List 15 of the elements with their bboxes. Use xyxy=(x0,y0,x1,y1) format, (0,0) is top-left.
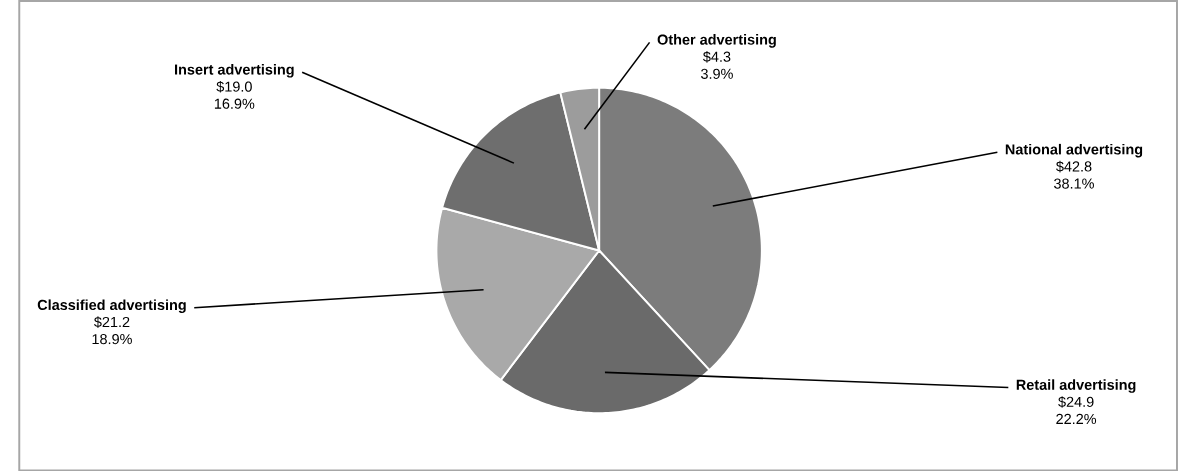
slice-label: Classified advertising xyxy=(37,299,186,313)
data-label: $4.3 xyxy=(703,50,731,63)
text: 18.9% xyxy=(92,333,132,345)
data-label: $21.2 xyxy=(94,316,130,328)
data-label: $42.8 xyxy=(1056,160,1092,173)
slice-label: Other advertising xyxy=(657,33,776,48)
text: 22.2% xyxy=(1056,413,1097,424)
slice-label: Insert advertising xyxy=(175,63,294,78)
slice-label: Retail advertising xyxy=(1016,379,1136,393)
text: 38.1% xyxy=(1054,178,1094,189)
text: 3.9% xyxy=(701,68,733,79)
slice-label: National advertising xyxy=(1005,143,1143,158)
text: 16.9% xyxy=(214,98,255,109)
data-label: $19.0 xyxy=(216,80,252,93)
data-label: $24.9 xyxy=(1058,395,1094,408)
